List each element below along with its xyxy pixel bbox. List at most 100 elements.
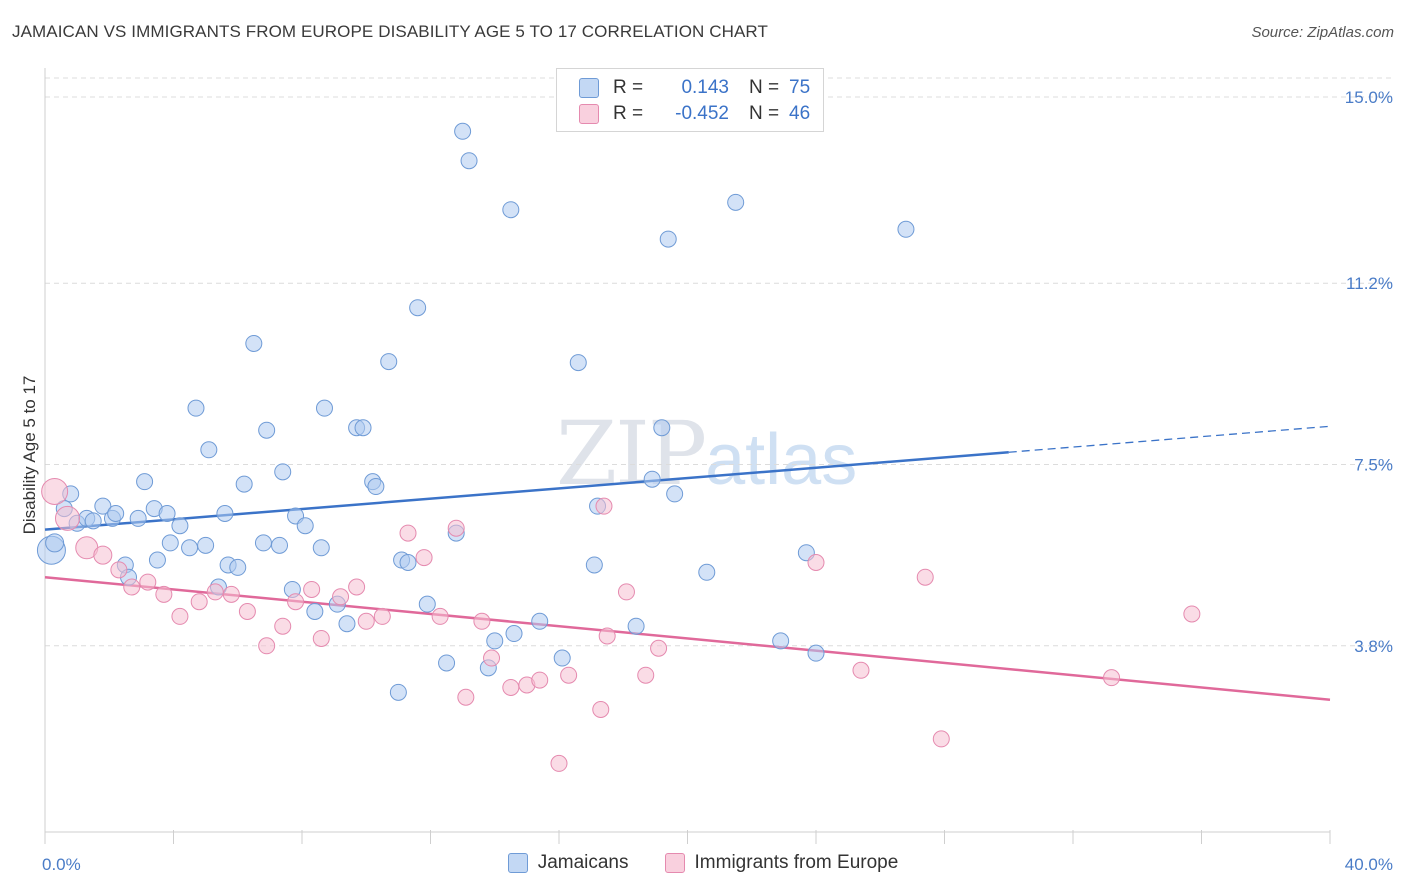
point-jamaicans xyxy=(107,505,125,522)
legend-r-value: -0.452 xyxy=(675,103,729,124)
y-tick-label: 11.2% xyxy=(1346,274,1393,293)
point-jamaicans xyxy=(418,595,436,613)
point-europe xyxy=(93,545,113,565)
point-europe xyxy=(54,505,80,531)
point-europe xyxy=(932,730,950,748)
point-europe xyxy=(1183,605,1201,623)
gridlines xyxy=(45,77,1392,647)
point-jamaicans xyxy=(136,473,154,491)
point-europe xyxy=(550,754,568,772)
series-legend-jamaicans: Jamaicans xyxy=(507,852,629,874)
series-swatch-blue xyxy=(507,853,528,873)
point-jamaicans xyxy=(306,603,324,620)
series-label-europe: Immigrants from Europe xyxy=(694,852,899,873)
point-europe xyxy=(238,603,256,620)
point-europe xyxy=(332,588,350,606)
y-tick-label: 15.0% xyxy=(1345,88,1393,107)
point-jamaicans xyxy=(338,615,356,633)
point-europe xyxy=(473,612,491,630)
point-jamaicans xyxy=(666,485,684,503)
point-europe xyxy=(399,524,417,542)
series-legend: Jamaicans Immigrants from Europe xyxy=(0,852,1406,874)
point-europe xyxy=(303,580,321,598)
point-jamaicans xyxy=(197,536,215,554)
point-europe xyxy=(457,688,475,706)
point-jamaicans xyxy=(158,505,176,522)
series-legend-europe: Immigrants from Europe xyxy=(664,852,899,874)
point-europe xyxy=(155,585,173,603)
point-europe xyxy=(595,497,613,515)
point-jamaicans xyxy=(200,441,218,459)
point-europe xyxy=(312,629,330,647)
x-tick-label: 40.0% xyxy=(1345,855,1393,874)
point-europe xyxy=(206,583,224,601)
point-jamaicans xyxy=(148,551,166,569)
x-tick-label: 0.0% xyxy=(42,855,81,874)
point-europe xyxy=(617,583,635,601)
point-europe xyxy=(598,627,616,645)
point-jamaicans xyxy=(409,299,427,317)
point-jamaicans xyxy=(171,517,189,535)
point-jamaicans xyxy=(659,230,677,248)
point-jamaicans xyxy=(45,533,65,553)
point-jamaicans xyxy=(569,354,587,372)
point-jamaicans xyxy=(486,632,504,650)
point-europe xyxy=(222,585,240,603)
legend-n-value: 75 xyxy=(789,77,811,98)
legend-n-value: 46 xyxy=(789,103,811,124)
legend-swatch-pink xyxy=(579,104,599,124)
point-jamaicans xyxy=(772,632,790,650)
legend-r-value: 0.143 xyxy=(681,77,729,98)
point-europe xyxy=(171,607,189,625)
point-jamaicans xyxy=(187,399,205,417)
point-europe xyxy=(531,671,549,689)
point-jamaicans xyxy=(653,419,671,437)
point-europe xyxy=(560,666,578,684)
point-jamaicans xyxy=(502,201,520,219)
point-europe xyxy=(592,701,610,718)
point-jamaicans xyxy=(531,612,549,630)
y-tick-label: 7.5% xyxy=(1354,456,1393,475)
point-jamaicans xyxy=(84,512,102,530)
legend-n-label: N = xyxy=(749,103,780,124)
y-tick-label: 3.8% xyxy=(1354,637,1393,656)
trend-line-jamaicans xyxy=(44,451,1009,531)
point-jamaicans xyxy=(698,563,716,581)
point-europe xyxy=(483,649,501,667)
point-jamaicans xyxy=(254,534,272,552)
point-jamaicans xyxy=(129,509,147,527)
point-europe xyxy=(274,617,292,635)
point-europe xyxy=(431,607,449,625)
legend-n-label: N = xyxy=(749,77,780,98)
legend-r-label: R = xyxy=(613,103,644,124)
legend-r-label: R = xyxy=(613,77,644,98)
point-europe xyxy=(357,612,375,630)
correlation-legend: R = 0.143 N = 75 R = -0.452 N = 46 xyxy=(556,68,824,132)
point-jamaicans xyxy=(553,649,571,667)
point-jamaicans xyxy=(643,470,661,488)
axes xyxy=(44,68,1331,844)
point-europe xyxy=(258,637,276,655)
tick-labels: 3.8% 7.5% 11.2% 15.0% 0.0% 40.0% xyxy=(42,88,1393,874)
point-europe xyxy=(110,561,128,579)
point-europe xyxy=(190,593,208,611)
point-jamaicans xyxy=(399,554,417,571)
legend-swatch-blue xyxy=(579,78,599,98)
point-jamaicans xyxy=(315,399,333,417)
point-europe xyxy=(637,666,655,684)
point-jamaicans xyxy=(235,475,253,493)
point-europe xyxy=(373,607,391,625)
point-europe xyxy=(287,593,305,611)
point-europe xyxy=(1103,669,1121,687)
point-europe xyxy=(123,578,141,596)
trend-line-jamaicans-extension xyxy=(1008,425,1331,453)
point-jamaicans xyxy=(897,220,915,238)
point-jamaicans xyxy=(354,419,372,437)
point-jamaicans xyxy=(807,644,825,662)
point-jamaicans xyxy=(367,478,385,496)
point-jamaicans xyxy=(274,463,292,481)
point-jamaicans xyxy=(296,517,314,535)
point-jamaicans xyxy=(245,334,263,352)
point-europe xyxy=(807,554,825,571)
point-europe xyxy=(139,573,157,591)
